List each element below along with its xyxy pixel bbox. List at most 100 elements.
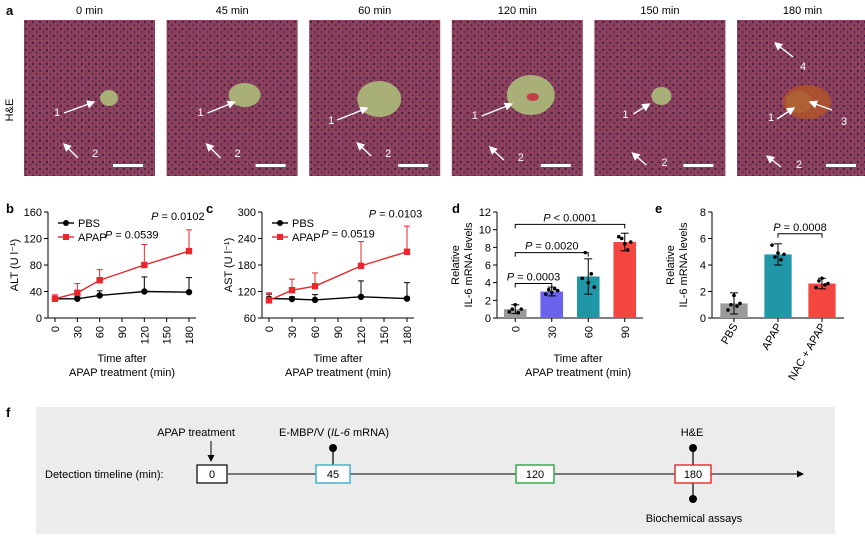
y-tick-label: 6 xyxy=(700,234,706,246)
category-label: 0 xyxy=(510,326,522,332)
timeline-box-0: 0 xyxy=(196,464,228,484)
timeline-box-180: 180 xyxy=(674,464,712,484)
y-tick-label: 300 xyxy=(238,207,256,219)
y-tick-label: 120 xyxy=(24,234,42,246)
replicate-point xyxy=(628,240,633,244)
x-tick-label: 120 xyxy=(356,326,368,344)
replicate-point xyxy=(820,276,824,281)
legend-marker xyxy=(277,234,283,240)
svg-text:120: 120 xyxy=(526,469,544,481)
replicate-point xyxy=(817,279,821,283)
significance-bracket xyxy=(514,223,626,229)
alt-line-chart: 0 40 80 120 160 0 30 60 90 120 150 180 ALT (U l⁻¹) Ti… xyxy=(9,207,205,379)
p-value-label: P = 0.0539 xyxy=(105,230,159,242)
blood-cells xyxy=(526,93,539,101)
y-tick-label: 160 xyxy=(24,207,42,219)
replicate-point xyxy=(513,302,518,307)
replicate-point xyxy=(625,248,630,252)
x-axis-label: APAP treatment (min) xyxy=(285,367,391,379)
significance-bracket xyxy=(777,233,823,238)
arrow-number: 2 xyxy=(518,152,524,164)
y-tick-label: 12 xyxy=(479,207,491,219)
tile-time-label: 180 min xyxy=(783,5,822,17)
pointer-arrow xyxy=(336,106,369,121)
x-tick-label: 120 xyxy=(139,326,151,344)
bar xyxy=(613,242,637,318)
replicate-point xyxy=(814,285,818,290)
x-tick-label: 150 xyxy=(162,326,174,344)
tile-time-label: 120 min xyxy=(498,5,537,17)
histology-tile: 0 min 1 2 xyxy=(24,5,155,176)
he-pin xyxy=(689,444,697,452)
data-point xyxy=(265,297,273,304)
replicate-point xyxy=(738,301,742,306)
x-axis-label: APAP treatment (min) xyxy=(525,367,631,379)
arrow-number: 1 xyxy=(472,110,478,122)
pointer-arrow xyxy=(765,155,782,168)
y-tick-label: 120 xyxy=(238,287,256,299)
he-timepoint-label: H&E xyxy=(681,427,704,439)
replicate-point xyxy=(729,302,733,307)
pointer-arrow xyxy=(631,152,647,166)
apap-treatment-label: APAP treatment xyxy=(157,427,235,439)
data-point xyxy=(74,289,81,297)
panel-label-c: c xyxy=(206,201,213,216)
legend-label: APAP xyxy=(78,232,107,244)
legend-marker xyxy=(63,234,69,240)
timeline-box-45: 45 xyxy=(315,464,351,484)
category-label: 60 xyxy=(583,326,595,338)
significance-bracket xyxy=(514,252,589,257)
significance-bracket xyxy=(514,283,553,288)
y-axis-label: IL-6 mRNA levels xyxy=(678,222,690,307)
y-axis-label: AST (U l⁻¹) xyxy=(223,238,235,293)
y-axis-label: IL-6 mRNA levels xyxy=(463,222,475,307)
replicate-point xyxy=(826,281,830,286)
p-value-label: P = 0.0008 xyxy=(773,222,827,234)
category-label: 90 xyxy=(620,326,632,338)
category-label: NAC + APAP xyxy=(786,322,828,383)
x-tick-label: 60 xyxy=(95,326,107,338)
replicate-point xyxy=(543,292,548,296)
x-tick-label: 30 xyxy=(287,326,299,338)
replicate-point xyxy=(782,252,786,257)
scale-bar xyxy=(683,164,714,167)
y-axis-label: Relative xyxy=(665,245,677,285)
arrow-number: 4 xyxy=(800,61,806,73)
replicate-point xyxy=(619,236,624,241)
replicate-point xyxy=(776,251,780,255)
y-tick-label: 10 xyxy=(479,225,491,237)
x-tick-label: 90 xyxy=(117,326,129,338)
y-tick-label: 80 xyxy=(30,260,42,272)
data-point xyxy=(311,296,319,304)
pointer-arrow xyxy=(63,100,96,114)
y-tick-label: 40 xyxy=(30,287,42,299)
replicate-point xyxy=(770,243,774,247)
central-vein xyxy=(651,87,672,105)
histology-tile: 120 min 1 2 xyxy=(451,5,583,176)
timeline-box-120: 120 xyxy=(515,464,555,484)
arrow-number: 1 xyxy=(622,109,628,121)
data-point xyxy=(185,247,193,255)
arrow-number: 3 xyxy=(841,116,847,128)
il6-treatment-bar-chart: 0 2 4 6 8 Relative IL-6 mRNA levels PBS APAP NAC … xyxy=(665,207,844,383)
replicate-point xyxy=(519,307,524,311)
svg-text:180: 180 xyxy=(684,469,702,481)
arrow-number: 2 xyxy=(796,159,802,171)
x-tick-label: 30 xyxy=(72,326,84,338)
p-value-label: P = 0.0103 xyxy=(369,208,423,220)
scale-bar xyxy=(826,164,856,167)
pointer-arrow xyxy=(808,100,833,111)
p-value-label: P = 0.0020 xyxy=(525,241,579,253)
replicate-point xyxy=(779,257,783,262)
replicate-point xyxy=(732,293,736,298)
panel-label-f: f xyxy=(6,405,11,420)
y-tick-label: 0 xyxy=(700,313,706,325)
pointer-arrow xyxy=(481,102,514,117)
replicate-point xyxy=(552,287,557,291)
p-value-label: P = 0.0003 xyxy=(507,272,561,284)
x-tick-label: 150 xyxy=(379,326,391,344)
pointer-arrow xyxy=(356,142,372,157)
legend-label: PBS xyxy=(78,218,100,230)
arrow-number: 2 xyxy=(661,157,667,169)
